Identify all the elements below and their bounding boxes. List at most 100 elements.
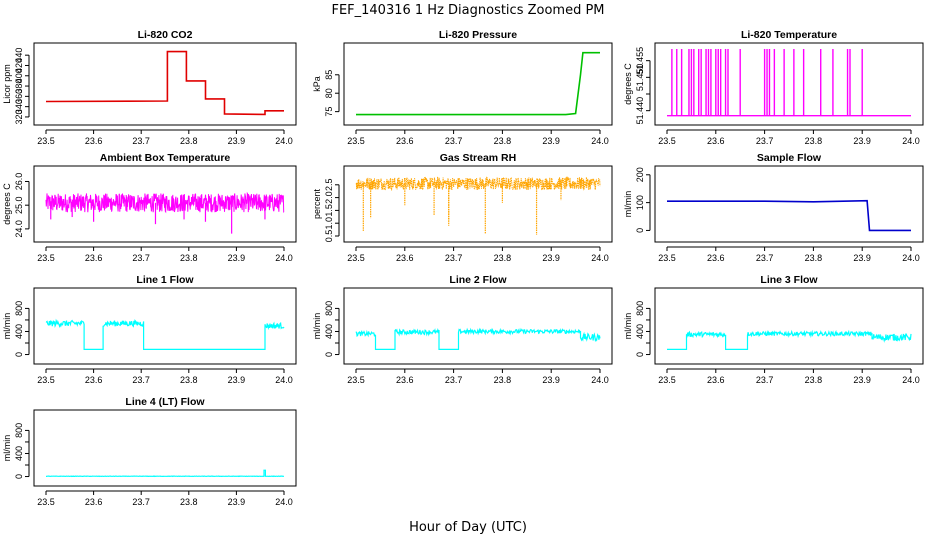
x-tick-label: 23.6 [396,375,414,385]
plot-frame [33,409,297,487]
y-tick-label: 800 [635,301,645,316]
x-tick-label: 23.6 [85,497,103,507]
data-layer [45,50,284,116]
y-axis-label: ml/min [623,313,633,340]
panel-title: Ambient Box Temperature [100,152,231,164]
y-tick-label: 25.0 [14,196,24,214]
x-tick-label: 24.0 [902,375,920,385]
panel-title: Li-820 CO2 [138,29,193,41]
y-tick-label: 80 [324,88,334,98]
y-tick-label: 400 [14,446,24,461]
y-tick-label: 0 [14,352,24,357]
data-layer [46,469,285,478]
x-tick-label: 23.5 [347,136,365,146]
data-series-line [667,329,912,350]
y-tick-label: 0 [14,474,24,479]
x-tick-label: 24.0 [591,253,609,263]
plot-frame [33,165,297,243]
y-tick-label: 200 [635,167,645,182]
x-tick-label: 23.9 [853,375,871,385]
y-axis-label: Licor ppm [2,64,12,104]
y-tick-label: 75 [324,107,334,117]
y-tick-label: 340 [14,99,24,114]
x-tick-label: 23.9 [542,136,560,146]
x-tick-label: 23.7 [445,375,463,385]
x-tick-label: 23.9 [853,136,871,146]
x-tick-label: 23.5 [37,253,55,263]
y-axis-label: kPa [312,76,322,92]
y-tick-label: 1.0 [324,217,334,230]
x-tick-label: 23.5 [658,253,676,263]
x-tick-label: 23.9 [228,136,246,146]
figure-title: FEF_140316 1 Hz Diagnostics Zoomed PM [331,3,604,18]
x-tick-label: 24.0 [902,253,920,263]
data-layer [355,327,601,350]
x-tick-label: 23.9 [542,375,560,385]
panel-rh: Gas Stream RH percent 23.5 23.6 23.7 23.8 23.9… [312,152,613,263]
panel-title: Line 2 Flow [449,274,507,286]
y-tick-label: 26.0 [14,173,24,191]
x-tick-label: 23.6 [85,136,103,146]
panels: Li-820 CO2 Licor ppm 23.5 23.6 23.7 23.8 23.9 2… [2,29,924,507]
data-layer [45,318,285,350]
y-tick-label: 1.5 [324,204,334,217]
y-tick-label: 0.5 [324,230,334,243]
y-axis-label: percent [312,188,322,219]
y-tick-label: 24.0 [14,220,24,238]
panel-title: Li-820 Temperature [741,29,837,41]
y-tick-label: 380 [14,79,24,94]
x-tick-label: 23.7 [756,253,774,263]
figure-x-label: Hour of Day (UTC) [409,520,527,535]
x-tick-label: 23.7 [132,375,150,385]
y-tick-label: 400 [635,324,645,339]
data-series-line [667,199,911,232]
panel-title: Li-820 Pressure [439,29,517,41]
x-tick-label: 23.7 [132,253,150,263]
data-layer [45,191,285,234]
y-axis-label: ml/min [2,435,12,462]
panel-licor_temp: Li-820 Temperature degrees C 23.5 23.6 23.7 2… [623,29,924,146]
x-tick-label: 23.7 [756,136,774,146]
x-tick-label: 24.0 [275,136,293,146]
y-axis-label: ml/min [623,191,633,218]
x-tick-label: 23.5 [347,375,365,385]
x-tick-label: 23.8 [180,136,198,146]
x-tick-label: 23.9 [228,253,246,263]
plot-frame [654,287,924,365]
panel-line3: Line 3 Flow ml/min 23.5 23.6 23.7 23.8 23.9 24.… [623,274,924,385]
plot-frame [343,42,613,126]
data-series-line [45,191,285,214]
y-tick-label: 800 [14,301,24,316]
panel-title: Line 3 Flow [760,274,818,286]
x-tick-label: 23.6 [396,136,414,146]
x-tick-label: 23.7 [132,497,150,507]
panel-line4: Line 4 (LT) Flow ml/min 23.5 23.6 23.7 23.8 23… [2,396,297,507]
x-tick-label: 23.8 [494,136,512,146]
panel-sample_flow: Sample Flow ml/min 23.5 23.6 23.7 23.8 23.9 24.… [623,152,924,263]
y-tick-label: 0 [635,352,645,357]
y-tick-label: 0 [324,352,334,357]
panel-box_temp: Ambient Box Temperature degrees C 23.5 23.6… [2,152,297,263]
panel-title: Gas Stream RH [440,152,516,164]
y-tick-label: 0 [635,228,645,233]
x-tick-label: 23.5 [658,375,676,385]
x-tick-label: 23.8 [805,253,823,263]
x-tick-label: 23.9 [228,497,246,507]
data-layer [667,199,911,232]
x-tick-label: 23.7 [445,253,463,263]
panel-line2: Line 2 Flow ml/min 23.5 23.6 23.7 23.8 23.9 24.… [312,274,613,385]
plot-frame [33,42,297,126]
y-tick-label: 2.5 [324,179,334,192]
y-tick-label: 320 [14,109,24,124]
plot-frame [343,287,613,365]
y-tick-label: 800 [14,423,24,438]
plot-frame [654,42,924,126]
plot-frame [654,165,924,243]
x-tick-label: 23.5 [37,375,55,385]
panel-title: Sample Flow [757,152,822,164]
x-tick-label: 23.7 [756,375,774,385]
y-tick-label: 51.440 [635,97,645,125]
panel-co2: Li-820 CO2 Licor ppm 23.5 23.6 23.7 23.8 23.9 2… [2,29,297,146]
x-tick-label: 23.8 [180,497,198,507]
